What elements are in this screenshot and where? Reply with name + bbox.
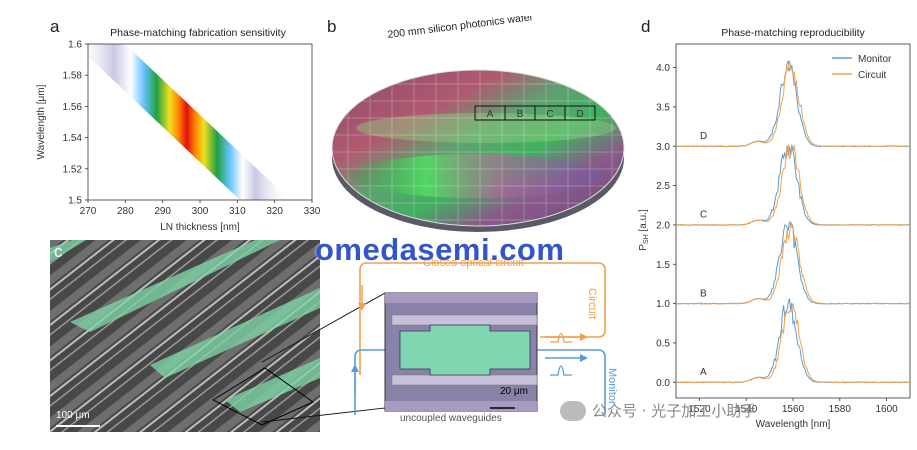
d-ytick: 2.0 (656, 220, 670, 231)
die-box (564, 105, 596, 121)
a-ytick: 1.52 (63, 164, 83, 175)
micrograph: c 100 μm (50, 240, 320, 432)
a-xtick: 280 (117, 206, 134, 217)
trace-circuit (675, 60, 911, 148)
d-ytick: 4.0 (656, 63, 670, 74)
trace-label: C (700, 210, 707, 221)
a-ytick: 1.58 (63, 71, 83, 82)
d-xtick: 1600 (875, 404, 898, 415)
die-row: A B C D (474, 105, 596, 121)
trace-circuit (675, 302, 910, 384)
d-ytick: 0.5 (656, 338, 670, 349)
micrograph-stripes (50, 240, 320, 432)
a-xtick: 270 (80, 206, 97, 217)
a-ytick: 1.6 (68, 40, 82, 51)
a-ytick: 1.5 (68, 196, 82, 207)
d-ytick: 2.5 (656, 181, 670, 192)
trace-label: D (700, 131, 707, 142)
wechat-footer: 公众号 · 光子加工小助手 (560, 400, 756, 421)
a-ytick: 1.56 (63, 102, 83, 113)
panel-d-ylabel: PSH [a.u.] (638, 209, 650, 251)
uncoupled-label: uncoupled waveguides (400, 413, 502, 424)
legend-monitor: Monitor (858, 54, 892, 65)
a-xtick: 290 (154, 206, 171, 217)
d-xtick: 1580 (829, 404, 852, 415)
micrograph-waveguides (50, 240, 320, 412)
inset-scale-label: 20 μm (500, 386, 528, 397)
watermark: omedasemi.com (315, 232, 565, 267)
trace-circuit (676, 221, 910, 305)
die-label: B (517, 109, 524, 120)
wechat-text: 公众号 · 光子加工小助手 (592, 402, 757, 420)
trace-circuit (675, 143, 911, 226)
panel-a-xlabel: LN thickness [nm] (160, 222, 240, 233)
trace-monitor (675, 144, 911, 226)
panel-a-chart: Phase-matching fabrication sensitivity 2… (36, 27, 320, 233)
d-xtick: 1560 (782, 404, 805, 415)
d-xtick: 1520 (688, 404, 711, 415)
d-ytick: 3.0 (656, 142, 670, 153)
panel-c-letter: c (54, 242, 63, 261)
panel-a-title: Phase-matching fabrication sensitivity (110, 27, 286, 39)
die-label: A (487, 109, 494, 120)
trace-monitor (675, 221, 911, 305)
panel-a-letter: a (50, 17, 60, 36)
circuit-schematic (351, 262, 606, 415)
legend: Monitor Circuit (832, 54, 892, 81)
d-ytick: 1.0 (656, 299, 670, 310)
panel-b-letter: b (327, 17, 337, 36)
panel-d-title: Phase-matching reproducibility (721, 27, 865, 39)
a-xtick: 310 (229, 206, 246, 217)
a-xtick: 330 (304, 206, 320, 217)
a-xtick: 320 (266, 206, 283, 217)
d-ytick: 3.5 (656, 102, 670, 113)
legend-circuit: Circuit (858, 70, 887, 81)
trace-monitor (675, 298, 911, 384)
die-label: C (546, 109, 553, 120)
wechat-icon (560, 400, 586, 421)
a-ytick: 1.54 (63, 133, 83, 144)
d-ytick: 1.5 (656, 260, 670, 271)
scale-bar-label: 100 μm (56, 410, 90, 421)
panel-d-xlabel: Wavelength [nm] (756, 419, 831, 430)
trace-label: A (700, 367, 707, 378)
d-ytick: 0.0 (656, 378, 670, 389)
die-label: D (576, 109, 583, 120)
closed-circuit-label: Closed optical circuit (423, 257, 524, 269)
panel-d-letter: d (641, 17, 651, 36)
panel-a-ylabel: Wavelength [μm] (36, 84, 47, 159)
d-xtick: 1540 (735, 404, 758, 415)
trace-label: B (700, 288, 707, 299)
panel-a-ridge (88, 44, 290, 200)
a-xtick: 300 (192, 206, 209, 217)
